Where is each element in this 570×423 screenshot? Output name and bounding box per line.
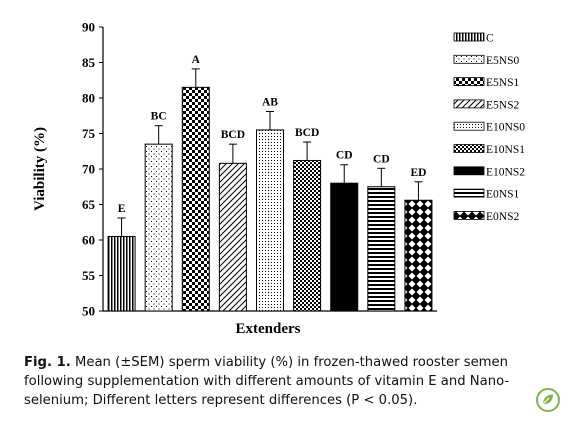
legend-swatch [453, 121, 485, 131]
bar-E5NS2 [218, 162, 247, 312]
y-tick-label: 50 [82, 304, 95, 319]
y-tick-label: 80 [82, 91, 95, 106]
y-tick-label: 60 [82, 233, 95, 248]
significance-letter: AB [262, 96, 278, 108]
bar-E5NS1 [181, 86, 210, 312]
bar-E10NS0 [256, 129, 284, 312]
bar-E0NS2 [404, 199, 433, 312]
y-axis-title: Viability (%) [32, 127, 48, 211]
legend-swatch [453, 166, 485, 176]
legend-swatch [453, 210, 485, 220]
bar-E10NS1 [293, 159, 322, 312]
y-tick-label: 55 [82, 268, 96, 283]
caption-text: Mean (±SEM) sperm viability (%) in froze… [24, 355, 510, 408]
legend-swatch [453, 77, 485, 86]
legend-swatch [453, 54, 485, 64]
publisher-leaf-icon [536, 388, 560, 412]
legend-swatch [453, 99, 485, 109]
y-tick-label: 70 [82, 162, 95, 177]
legend-label: E10NS1 [486, 144, 525, 156]
bar-E0NS1 [367, 186, 396, 312]
significance-letter: BCD [221, 129, 245, 141]
significance-letter: BC [151, 111, 167, 123]
legend-label: C [486, 33, 494, 45]
legend-swatch [453, 144, 485, 153]
legend-label: E10NS0 [486, 122, 525, 134]
legend: C E5NS0 E5NS1 E5NS2 E10NS0 E10NS1 E10NS2 E0NS1 E… [453, 32, 525, 223]
significance-letter: BCD [295, 127, 319, 139]
significance-letter: E [118, 203, 126, 215]
chart: 50 55 60 65 70 75 80 85 90 E BC A BCD AB BCD CD CD ED Via… [32, 20, 525, 338]
bar-C [107, 235, 136, 312]
plot-area: 50 55 60 65 70 75 80 85 90 E BC A BCD AB BCD CD CD ED [82, 20, 437, 319]
legend-label: E5NS1 [486, 77, 519, 89]
y-tick-label: 75 [82, 126, 96, 141]
figure-caption: Fig. 1. Mean (±SEM) sperm viability (%) … [24, 353, 554, 410]
y-tick-label: 90 [82, 20, 95, 35]
y-tick-label: 85 [82, 55, 96, 70]
caption-label: Fig. 1. [24, 355, 71, 370]
legend-label: E0NS1 [486, 189, 519, 201]
legend-label: E0NS2 [486, 211, 519, 223]
significance-letter: CD [336, 150, 353, 162]
bar-E5NS0 [144, 143, 173, 312]
significance-letter: CD [373, 153, 390, 165]
legend-label: E5NS0 [486, 55, 519, 67]
legend-label: E10NS2 [486, 166, 525, 178]
x-axis-title: Extenders [236, 321, 301, 337]
significance-letter: A [192, 54, 201, 66]
significance-letter: ED [410, 167, 426, 179]
legend-swatch [453, 188, 485, 198]
legend-swatch [453, 32, 485, 42]
bar-E10NS2 [330, 182, 359, 312]
legend-label: E5NS2 [486, 99, 519, 111]
y-tick-label: 65 [82, 197, 96, 212]
